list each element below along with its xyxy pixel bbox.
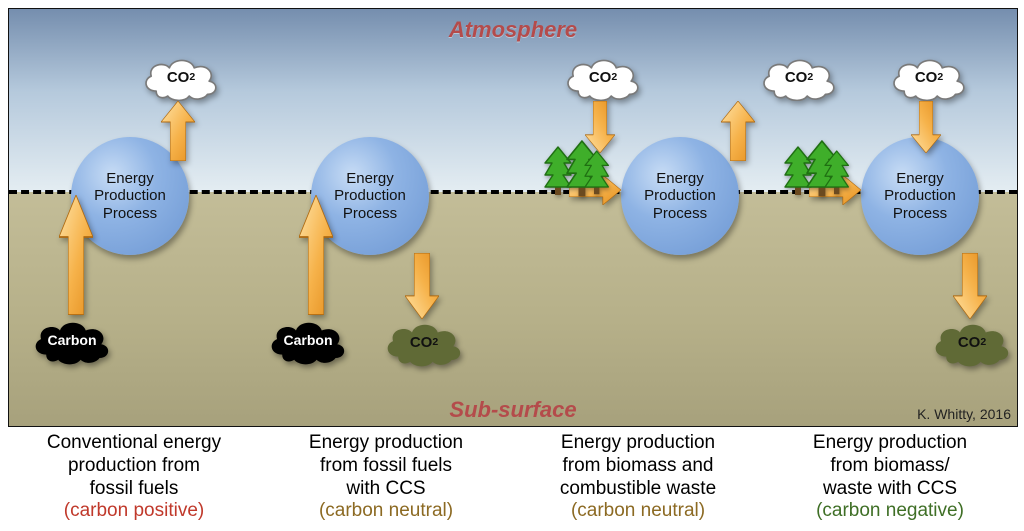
subsurface-cloud: CO2 xyxy=(381,317,467,367)
caption-line: production from xyxy=(14,455,254,478)
caption-line: with CCS xyxy=(266,478,506,501)
subsurface-cloud-label: CO2 xyxy=(929,317,1015,367)
energy-label-line: Production xyxy=(644,187,716,204)
caption: Energy productionfrom biomass andcombust… xyxy=(512,432,764,524)
energy-label-line: Production xyxy=(334,187,406,204)
co2-label: CO2 xyxy=(137,53,225,101)
energy-label-line: Energy xyxy=(334,170,406,187)
flow-arrow xyxy=(405,253,439,324)
caption-line: from biomass/ xyxy=(770,455,1010,478)
diagram-panel: Atmosphere Sub-surface K. Whitty, 2016 C… xyxy=(8,8,1018,427)
caption-line: Energy production xyxy=(266,432,506,455)
caption-line: combustible waste xyxy=(518,478,758,501)
attribution-text: K. Whitty, 2016 xyxy=(917,406,1011,422)
caption-tag: (carbon positive) xyxy=(14,500,254,523)
energy-label-line: Production xyxy=(94,187,166,204)
caption-line: Energy production xyxy=(770,432,1010,455)
flow-arrow xyxy=(721,101,755,166)
energy-label-line: Energy xyxy=(94,170,166,187)
flow-arrow xyxy=(911,101,941,158)
caption-line: waste with CCS xyxy=(770,478,1010,501)
energy-label-line: Energy xyxy=(644,170,716,187)
caption: Conventional energyproduction fromfossil… xyxy=(8,432,260,524)
caption-line: Conventional energy xyxy=(14,432,254,455)
co2-label: CO2 xyxy=(559,53,647,101)
flow-arrow xyxy=(953,253,987,324)
biomass-trees-icon xyxy=(539,137,613,204)
atmosphere-label: Atmosphere xyxy=(9,17,1017,43)
energy-label-line: Energy xyxy=(884,170,956,187)
co2-cloud-atmosphere: CO2 xyxy=(755,53,843,101)
subsurface-label: Sub-surface xyxy=(9,397,1017,423)
subsurface-cloud: Carbon xyxy=(29,315,115,365)
energy-label-line: Production xyxy=(884,187,956,204)
flow-arrow xyxy=(299,195,333,320)
co2-label: CO2 xyxy=(885,53,973,101)
subsurface-cloud: Carbon xyxy=(265,315,351,365)
subsurface-cloud: CO2 xyxy=(929,317,1015,367)
caption: Energy productionfrom fossil fuelswith C… xyxy=(260,432,512,524)
subsurface-cloud-label: Carbon xyxy=(29,315,115,365)
caption-line: from fossil fuels xyxy=(266,455,506,478)
caption-line: fossil fuels xyxy=(14,478,254,501)
caption-tag: (carbon neutral) xyxy=(518,500,758,523)
energy-label-line: Process xyxy=(884,205,956,222)
energy-label-line: Process xyxy=(334,205,406,222)
caption: Energy productionfrom biomass/waste with… xyxy=(764,432,1016,524)
flow-arrow xyxy=(161,101,195,166)
co2-cloud-atmosphere: CO2 xyxy=(885,53,973,101)
subsurface-cloud-label: Carbon xyxy=(265,315,351,365)
co2-cloud-atmosphere: CO2 xyxy=(137,53,225,101)
energy-label-line: Process xyxy=(644,205,716,222)
caption-tag: (carbon negative) xyxy=(770,500,1010,523)
caption-line: Energy production xyxy=(518,432,758,455)
flow-arrow xyxy=(59,195,93,320)
caption-tag: (carbon neutral) xyxy=(266,500,506,523)
co2-cloud-atmosphere: CO2 xyxy=(559,53,647,101)
biomass-trees-icon xyxy=(779,137,853,204)
co2-label: CO2 xyxy=(755,53,843,101)
caption-row: Conventional energyproduction fromfossil… xyxy=(8,432,1016,524)
subsurface-cloud-label: CO2 xyxy=(381,317,467,367)
energy-label-line: Process xyxy=(94,205,166,222)
caption-line: from biomass and xyxy=(518,455,758,478)
